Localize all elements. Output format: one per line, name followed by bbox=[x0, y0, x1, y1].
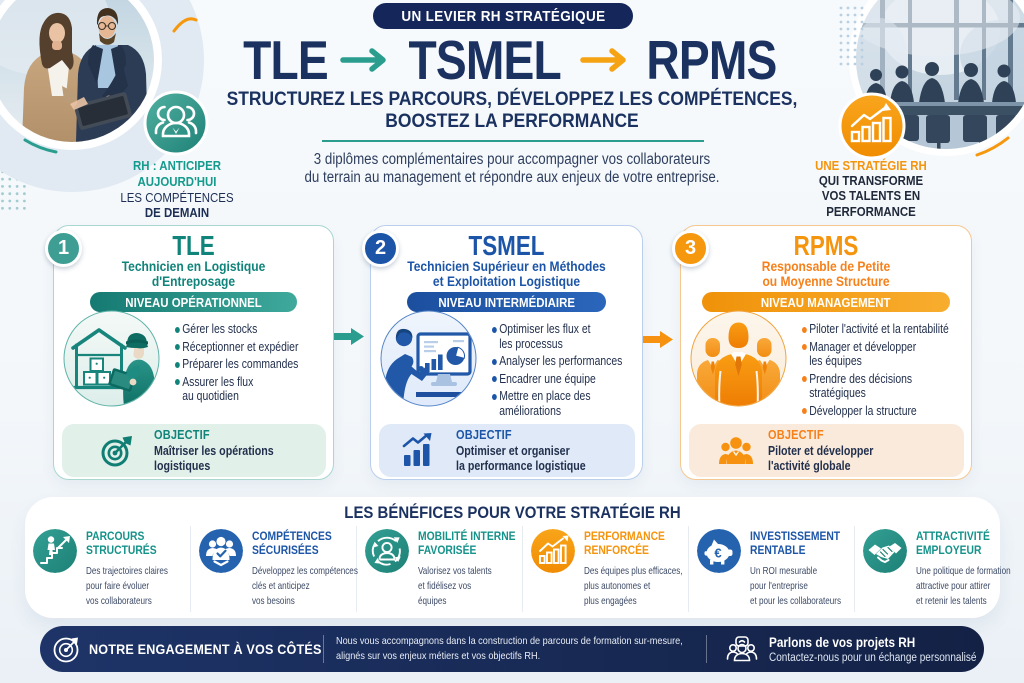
svg-text:€: € bbox=[714, 546, 721, 561]
